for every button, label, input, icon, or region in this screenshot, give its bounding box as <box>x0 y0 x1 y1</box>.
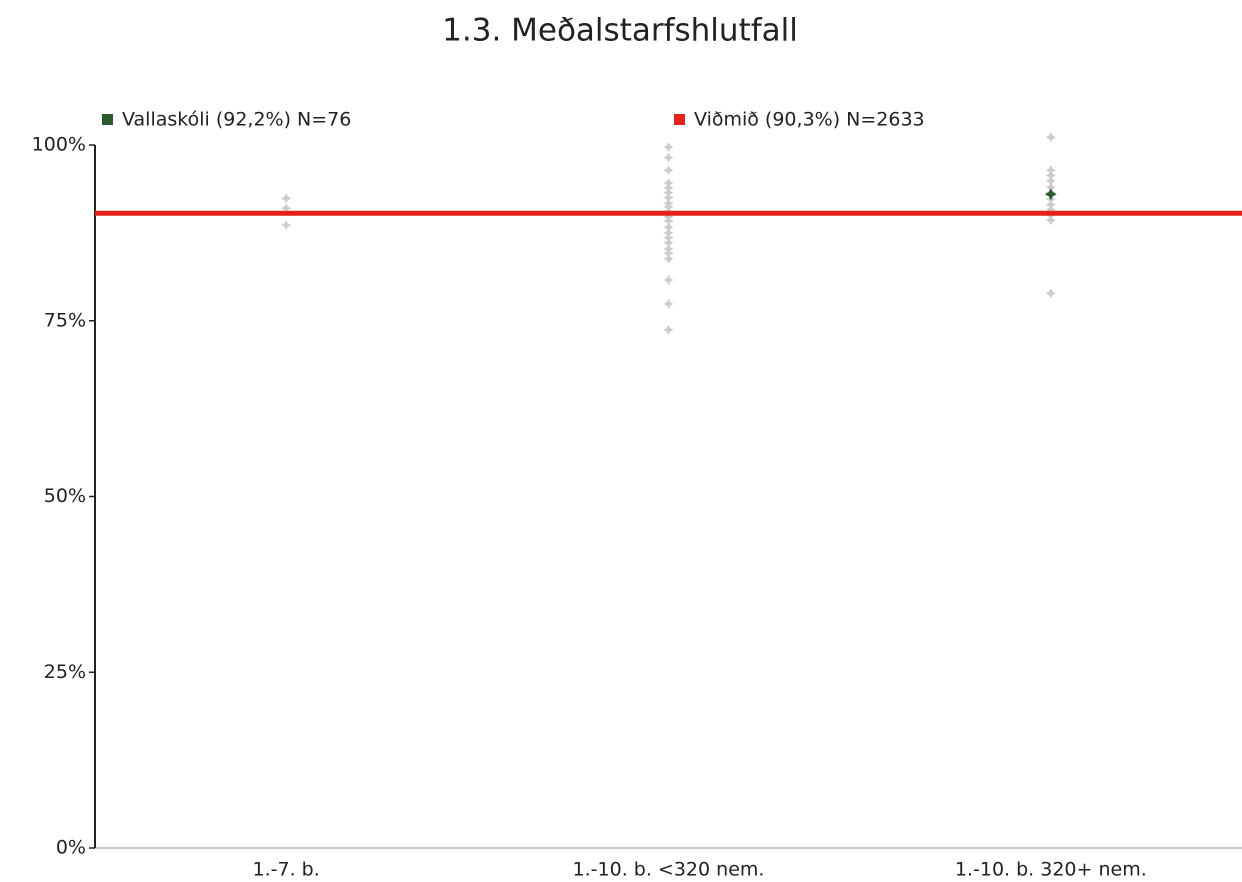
point <box>663 215 674 226</box>
point <box>1045 215 1056 226</box>
legend-label: Vallaskóli (92,2%) N=76 <box>122 109 351 131</box>
chart-title: 1.3. Meðalstarfshlutfall <box>442 13 798 49</box>
y-tick-label: 25% <box>44 661 86 683</box>
point <box>663 324 674 335</box>
point <box>663 298 674 309</box>
y-tick-label: 75% <box>44 309 86 331</box>
legend-label: Viðmið (90,3%) N=2633 <box>694 109 925 131</box>
point <box>281 220 292 231</box>
point <box>281 193 292 204</box>
y-tick-label: 50% <box>44 485 86 507</box>
x-tick-label: 1.-7. b. <box>253 859 320 881</box>
point <box>1045 175 1056 186</box>
point <box>663 152 674 163</box>
point <box>663 165 674 176</box>
y-tick-label: 0% <box>56 837 86 859</box>
point <box>1045 170 1056 181</box>
point <box>663 142 674 153</box>
point <box>1045 288 1056 299</box>
point <box>663 274 674 285</box>
point <box>1045 204 1056 215</box>
point <box>663 222 674 233</box>
point <box>663 237 674 248</box>
legend-swatch <box>102 114 113 125</box>
legend-swatch <box>674 114 685 125</box>
y-tick-label: 100% <box>32 134 86 156</box>
x-tick-label: 1.-10. b. 320+ nem. <box>955 859 1147 881</box>
point <box>663 192 674 203</box>
point <box>1045 132 1056 143</box>
point <box>1045 182 1056 193</box>
point <box>281 203 292 214</box>
point <box>663 248 674 259</box>
point <box>663 253 674 264</box>
highlight-point <box>1044 188 1057 201</box>
x-tick-label: 1.-10. b. <320 nem. <box>573 859 765 881</box>
